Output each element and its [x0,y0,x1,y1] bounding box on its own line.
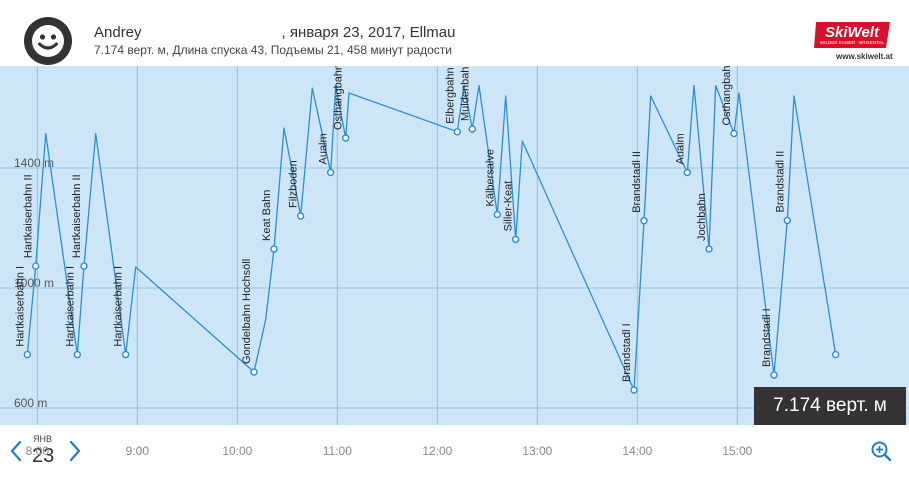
lift-label: Keat Bahn [261,190,273,241]
skiwelt-logo[interactable]: SkiWelt WILDER KAISER · BRIXENTAL [812,18,894,62]
lift-marker[interactable] [341,134,350,142]
time-label: 15:00 [722,444,753,458]
altitude-chart: 1400 m 1000 m 600 m Hartkaiserbahn I Hartkai… [0,66,909,425]
lift-marker[interactable] [73,350,82,359]
lift-label: Filzboden [288,160,300,208]
time-label: 10:00 [222,444,253,458]
lift-label: Osthangbahn [721,66,733,126]
time-label: 11:00 [322,444,352,458]
lift-marker[interactable] [783,216,792,225]
date-place: , января 23, 2017, Ellmau [281,24,456,41]
user-name: Andrey [94,24,142,41]
lift-label: Gondelbahn Hochsöll [241,259,253,364]
page-title: Andrey , января 23, 2017, Ellmau [94,24,455,41]
lift-label: Muldenbahn [459,66,471,121]
lift-marker[interactable] [23,350,32,359]
lift-label: Jochbahn [696,193,708,241]
time-label: 13:00 [522,444,553,458]
smiley-avatar-icon [24,17,72,65]
lift-label: Osthangbahn [333,66,345,130]
lift-marker[interactable] [31,262,40,270]
svg-text:SkiWelt: SkiWelt [825,24,880,41]
lift-label: Brandstadl I [621,323,633,382]
logo-url: www.skiwelt.at [836,52,893,61]
lift-label: Brandstadl I [761,308,773,367]
day-stats: 7.174 верт. м, Длина спуска 43, Подъемы … [94,43,452,57]
time-label: 9:00 [125,444,150,458]
vertical-meters-badge: 7.174 верт. м [754,387,906,425]
svg-text:WILDER KAISER · BRIXENTAL: WILDER KAISER · BRIXENTAL [820,40,884,45]
lift-marker[interactable] [511,235,520,244]
lift-marker[interactable] [453,127,462,136]
lift-marker[interactable] [121,350,130,359]
y-tick-label: 600 m [14,396,47,410]
lift-marker[interactable] [80,262,88,270]
lift-marker[interactable] [468,125,477,133]
lift-label: Hartkaiserbahn I [64,266,76,347]
lift-label: Elbergbahn II [444,66,456,124]
lift-label: Hartkaiserbahn I [14,266,26,347]
chevron-right-icon[interactable] [67,440,83,462]
lift-label: Hartkaiserbahn II [23,174,35,258]
lift-marker[interactable] [730,129,738,138]
lift-label: Hartkaiserbahn I [113,266,125,347]
altitude-line [26,84,837,391]
lift-marker[interactable] [683,168,692,177]
lift-marker[interactable] [831,350,840,359]
time-label: 12:00 [422,444,453,458]
lift-label: Kälbersalve [484,149,496,206]
y-tick-label: 1400 m [14,156,54,170]
lift-label: Aualm [674,133,686,164]
lift-label: Aualm [318,133,330,164]
time-label: 8:00 [25,444,50,458]
lift-marker[interactable] [493,210,502,219]
lift-marker[interactable] [705,245,713,253]
footer-timeline: ЯНВ 23 8:00 9:00 10:00 11:00 12:00 13:00 14:00… [0,428,909,481]
lift-marker[interactable] [296,212,305,220]
time-label: 14:00 [622,444,653,458]
lift-marker[interactable] [270,245,278,253]
zoom-in-icon[interactable] [870,440,892,462]
lift-marker[interactable] [326,168,335,177]
lift-label: Hartkaiserbahn II [71,174,83,258]
chevron-left-icon[interactable] [8,440,24,462]
date-day: 23 [32,445,55,467]
lift-label: Brandstadl II [774,151,786,213]
lift-label: Siller-Keat [503,181,515,232]
lift-marker[interactable] [640,217,648,225]
header: Andrey , января 23, 2017, Ellmau 7.174 ве… [0,0,909,66]
lift-marker[interactable] [770,371,778,379]
lift-marker[interactable] [250,368,258,376]
date-month: ЯНВ [33,434,53,444]
lift-marker[interactable] [630,386,638,394]
lift-label: Brandstadl II [631,151,643,213]
